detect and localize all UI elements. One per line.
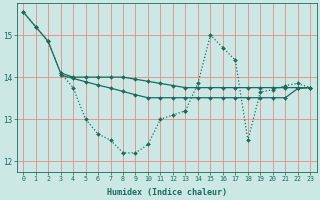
X-axis label: Humidex (Indice chaleur): Humidex (Indice chaleur) [107,188,227,197]
